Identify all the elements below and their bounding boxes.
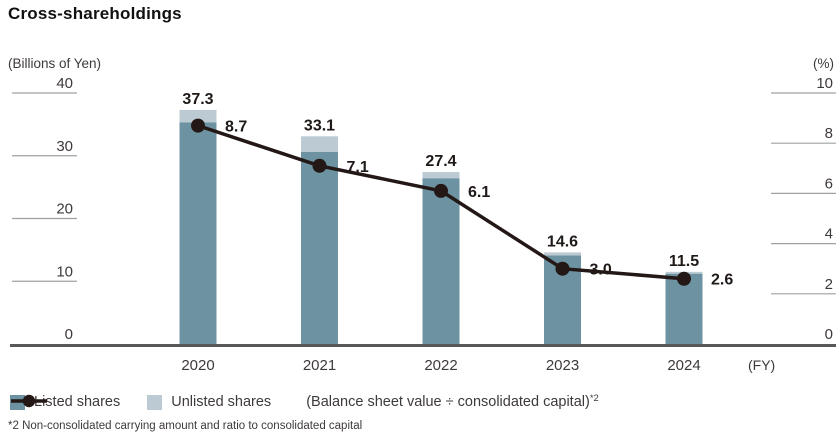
ratio-value-label: 7.1 <box>347 159 369 176</box>
left-axis-tick-label: 0 <box>65 326 73 343</box>
legend-label-unlisted: Unlisted shares <box>171 394 272 410</box>
right-axis-tick-label: 4 <box>825 226 833 243</box>
bar-total-label: 14.6 <box>547 233 578 250</box>
unlisted-shares-swatch-icon <box>147 394 163 410</box>
ratio-line-marker <box>677 271 691 286</box>
bar-listed-segment <box>179 122 217 345</box>
year-label: 2023 <box>546 357 579 374</box>
ratio-value-label: 8.7 <box>225 119 247 136</box>
left-axis-tick-label: 30 <box>56 138 73 155</box>
year-label: 2022 <box>424 357 457 374</box>
bar-total-label: 11.5 <box>669 253 699 270</box>
bar-total-label: 27.4 <box>425 153 456 170</box>
right-axis-tick-label: 2 <box>825 276 833 293</box>
left-axis-tick-label: 10 <box>56 263 73 280</box>
ratio-line-marker <box>191 118 205 133</box>
right-axis-tick-label: 0 <box>825 326 833 343</box>
bar-listed-segment <box>301 151 338 344</box>
left-axis-tick-label: 20 <box>56 201 73 218</box>
year-label: 2020 <box>181 357 214 374</box>
page-title: Cross-shareholdings <box>8 4 182 23</box>
bar-unlisted-segment <box>301 136 338 152</box>
right-axis-tick-label: 10 <box>816 75 833 92</box>
ratio-line-marker <box>434 183 448 198</box>
legend-line-footnote-ref: *2 <box>589 393 599 404</box>
right-axis-unit-label: (%) <box>813 56 834 71</box>
legend-label-line: (Balance sheet value ÷ consolidated capi… <box>306 393 599 410</box>
footnote: *2 Non-consolidated carrying amount and … <box>8 420 363 432</box>
legend-label-listed: Listed shares <box>34 394 121 410</box>
ratio-value-label: 2.6 <box>711 272 733 289</box>
bar-unlisted-segment <box>422 172 460 179</box>
left-axis-unit-label: (Billions of Yen) <box>8 56 101 71</box>
ratio-line-marker <box>555 261 570 276</box>
right-axis-tick-label: 8 <box>825 125 833 142</box>
ratio-value-label: 6.1 <box>468 184 490 201</box>
x-axis-line <box>10 344 836 347</box>
legend-item-line: (Balance sheet value ÷ consolidated capi… <box>11 393 599 410</box>
bar-unlisted-segment <box>544 252 581 256</box>
right-axis-tick-label: 6 <box>825 175 833 192</box>
ratio-value-label: 3.0 <box>590 262 612 279</box>
legend-item-unlisted: Unlisted shares <box>147 394 271 410</box>
legend-item-listed: Listed shares <box>10 394 120 410</box>
bar-unlisted-segment <box>179 109 217 123</box>
left-axis-tick-label: 40 <box>56 75 73 92</box>
year-label: 2021 <box>303 357 336 374</box>
legend: Listed shares Unlisted shares (Balance s… <box>10 393 626 410</box>
bar-total-label: 33.1 <box>304 117 335 134</box>
bar-listed-segment <box>422 178 460 344</box>
year-label: 2024 <box>667 357 700 374</box>
bar-total-label: 37.3 <box>182 91 213 108</box>
fy-label: (FY) <box>748 357 775 373</box>
ratio-line-marker <box>312 158 327 173</box>
